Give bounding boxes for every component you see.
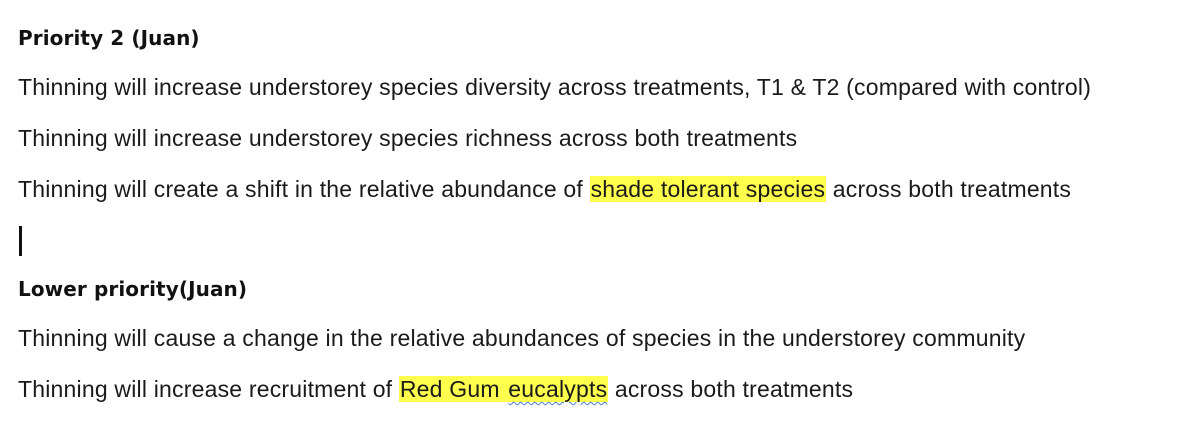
paragraph-relative-abundances[interactable]: Thinning will cause a change in the rela… [18, 325, 1026, 351]
paragraph-shade-tolerant[interactable]: Thinning will create a shift in the rela… [18, 176, 1071, 203]
paragraph-richness[interactable]: Thinning will increase understorey speci… [18, 125, 798, 151]
section-heading-priority-2: Priority 2 (Juan) [18, 26, 200, 50]
section-heading-lower-priority: Lower priority(Juan) [18, 277, 248, 301]
paragraph-text: Thinning will increase recruitment of [18, 376, 399, 402]
text-cursor [19, 226, 22, 256]
paragraph-recruitment[interactable]: Thinning will increase recruitment of Re… [18, 376, 853, 403]
highlighted-text: Red Gum [398, 376, 508, 402]
spellcheck-flagged-word[interactable]: eucalypts [507, 376, 609, 402]
paragraph-text: across both treatments [608, 376, 854, 402]
paragraph-text: across both treatments [826, 176, 1072, 202]
highlighted-text: shade tolerant species [589, 176, 827, 202]
paragraph-diversity[interactable]: Thinning will increase understorey speci… [18, 74, 1092, 100]
paragraph-text: Thinning will create a shift in the rela… [18, 176, 590, 202]
